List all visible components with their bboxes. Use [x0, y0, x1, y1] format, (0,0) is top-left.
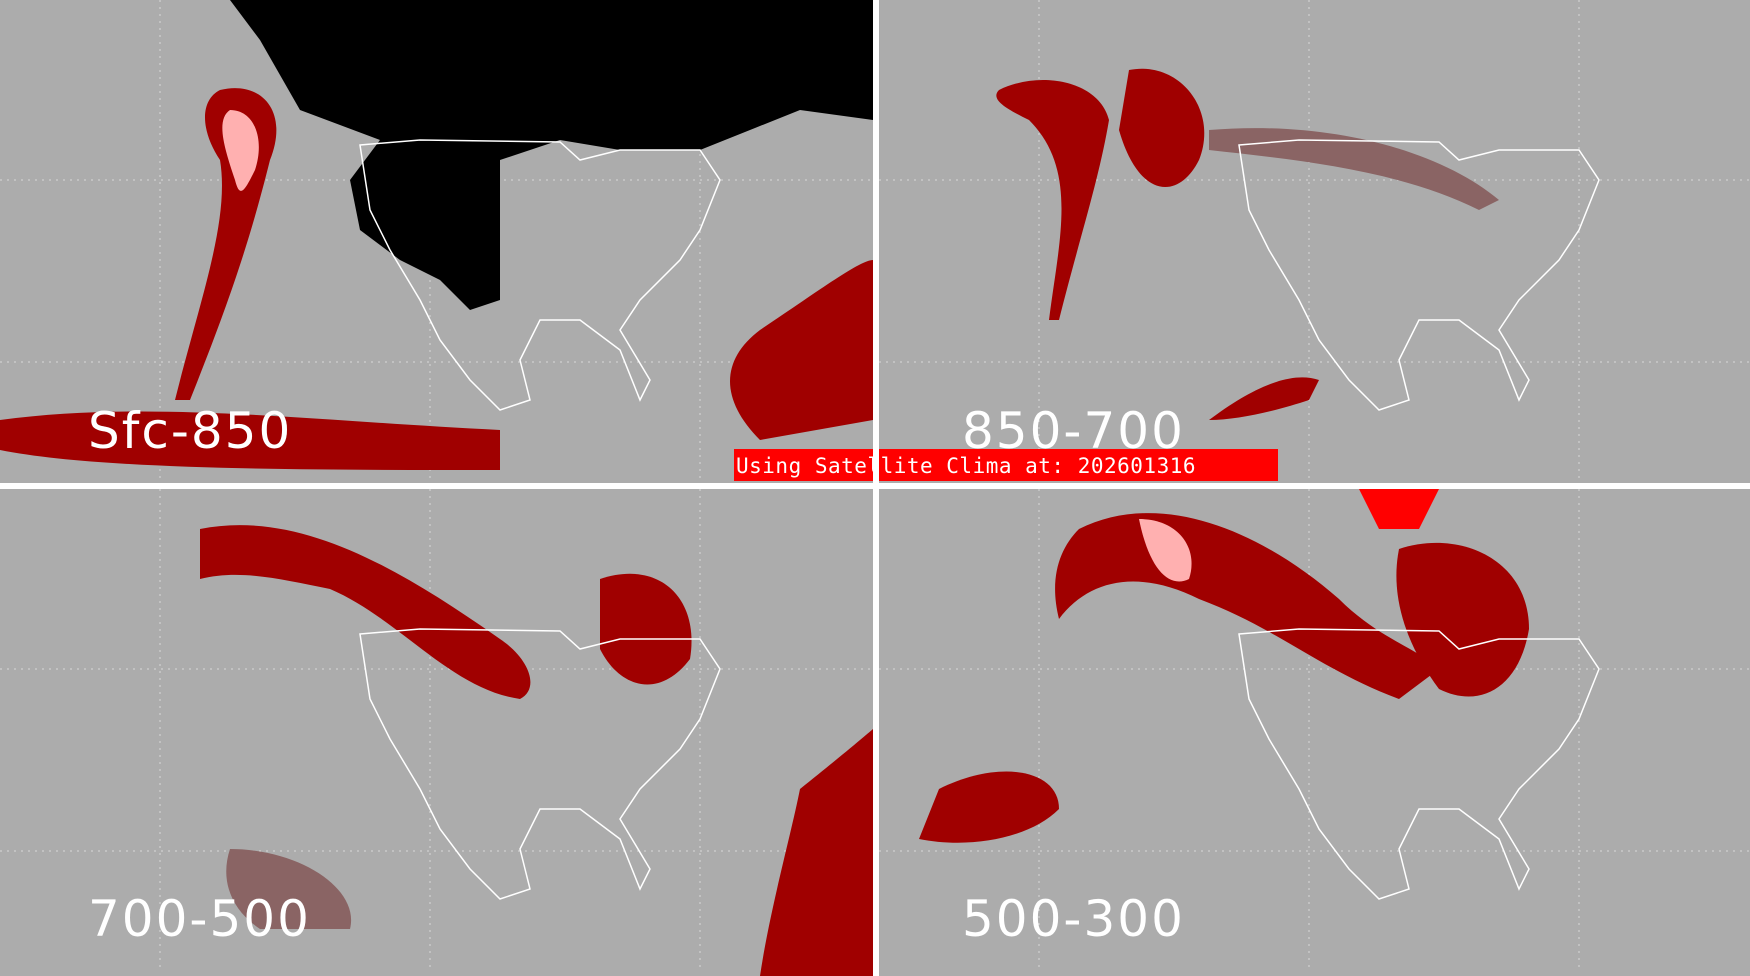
panel-sfc-850	[0, 0, 873, 483]
panel-label-500-300: 500-300	[962, 890, 1185, 948]
coastline	[1238, 628, 1600, 900]
atlantic-moisture	[730, 260, 873, 440]
panel-700-500	[0, 489, 873, 976]
cold-region	[230, 0, 873, 310]
coastline	[1238, 139, 1600, 411]
moisture-band	[1055, 513, 1439, 699]
map-layer	[879, 0, 1750, 483]
moisture-haze	[1209, 128, 1499, 210]
panel-label-sfc-850: Sfc-850	[88, 402, 293, 460]
atlantic-moisture	[760, 729, 873, 976]
panel-500-300	[879, 489, 1750, 976]
moisture-core	[1139, 519, 1192, 582]
moisture-band	[200, 525, 531, 699]
moisture-band-south	[1209, 377, 1319, 420]
satellite-clima-banner: Using Satellite Clima at: 202601316	[734, 449, 1278, 481]
moisture-band	[996, 80, 1109, 320]
moisture-band-east	[1396, 542, 1529, 697]
panel-divider	[873, 449, 879, 481]
moisture-band-east	[600, 573, 692, 685]
moisture-haze	[226, 849, 352, 929]
pacific-moisture	[0, 411, 500, 470]
moisture-plume-core	[222, 110, 259, 191]
high-moisture-patch	[1359, 489, 1439, 529]
coastline	[359, 139, 721, 411]
moisture-plume	[1119, 68, 1205, 188]
panel-label-850-700: 850-700	[962, 402, 1185, 460]
map-layer	[0, 0, 873, 483]
panel-label-700-500: 700-500	[88, 890, 311, 948]
map-layer	[0, 489, 873, 976]
coastline	[359, 628, 721, 900]
map-layer	[879, 489, 1750, 972]
panel-850-700	[879, 0, 1750, 483]
pacific-moisture	[919, 771, 1059, 843]
